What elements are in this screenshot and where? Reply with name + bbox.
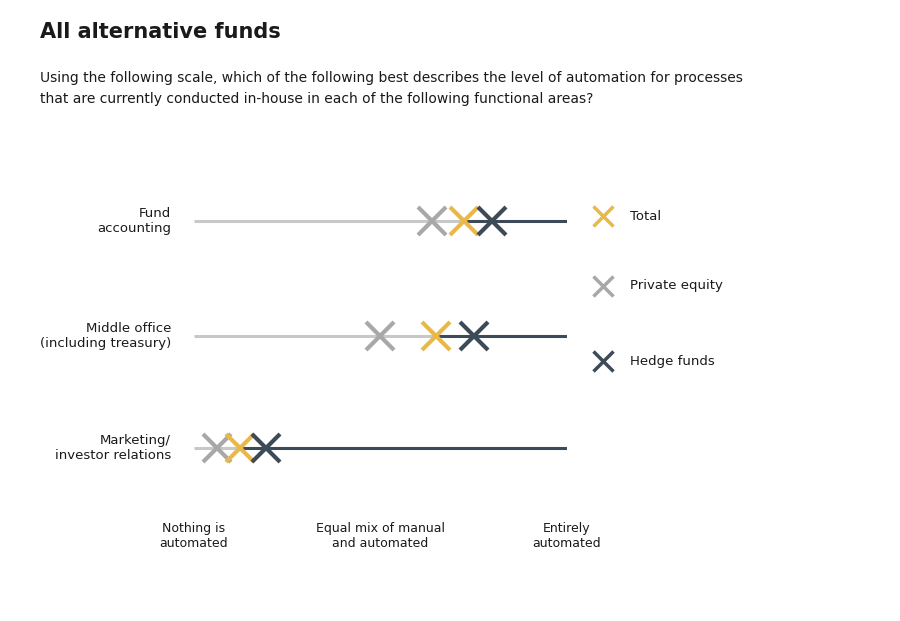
Text: Equal mix of manual
and automated: Equal mix of manual and automated — [316, 522, 445, 550]
Text: Nothing is
automated: Nothing is automated — [159, 522, 228, 550]
Text: Using the following scale, which of the following best describes the level of au: Using the following scale, which of the … — [40, 71, 743, 106]
Text: Marketing/
investor relations: Marketing/ investor relations — [55, 433, 171, 461]
Text: Middle office
(including treasury): Middle office (including treasury) — [40, 322, 171, 350]
Text: Total: Total — [630, 210, 662, 222]
Text: Entirely
automated: Entirely automated — [533, 522, 601, 550]
Text: Private equity: Private equity — [630, 279, 723, 292]
Text: Fund
accounting: Fund accounting — [97, 207, 171, 235]
Text: Hedge funds: Hedge funds — [630, 355, 715, 368]
Text: All alternative funds: All alternative funds — [40, 22, 281, 42]
